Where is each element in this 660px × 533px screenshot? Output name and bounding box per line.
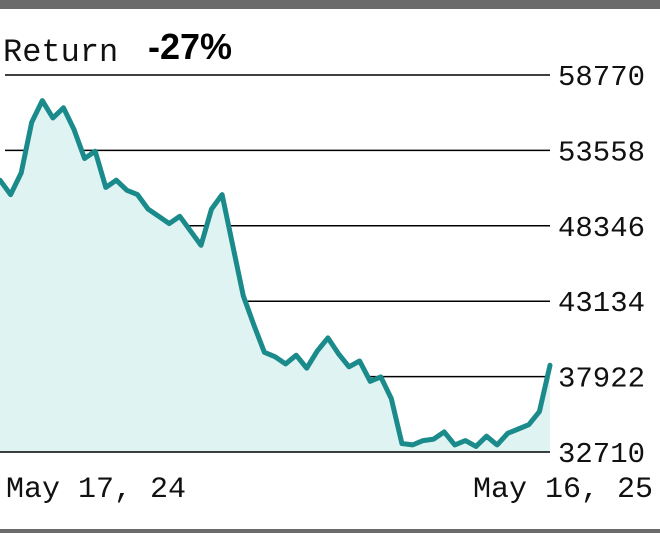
y-tick-label: 37922 — [558, 363, 645, 396]
top-frame-bar — [0, 0, 660, 9]
y-tick-label: 43134 — [558, 287, 645, 320]
y-axis-labels: 58770 53558 48346 43134 37922 32710 — [558, 61, 645, 471]
area-fill — [0, 100, 550, 452]
x-label-end: May 16, 25 — [473, 473, 653, 507]
y-tick-label: 48346 — [558, 212, 645, 245]
return-value: -27% — [148, 26, 232, 67]
y-tick-label: 32710 — [558, 438, 645, 471]
y-tick-label: 58770 — [558, 61, 645, 94]
x-label-start: May 17, 24 — [6, 473, 186, 507]
bottom-frame-bar — [0, 529, 660, 533]
return-label: Return — [3, 34, 118, 71]
y-tick-label: 53558 — [558, 136, 645, 169]
series-line — [0, 98, 553, 449]
